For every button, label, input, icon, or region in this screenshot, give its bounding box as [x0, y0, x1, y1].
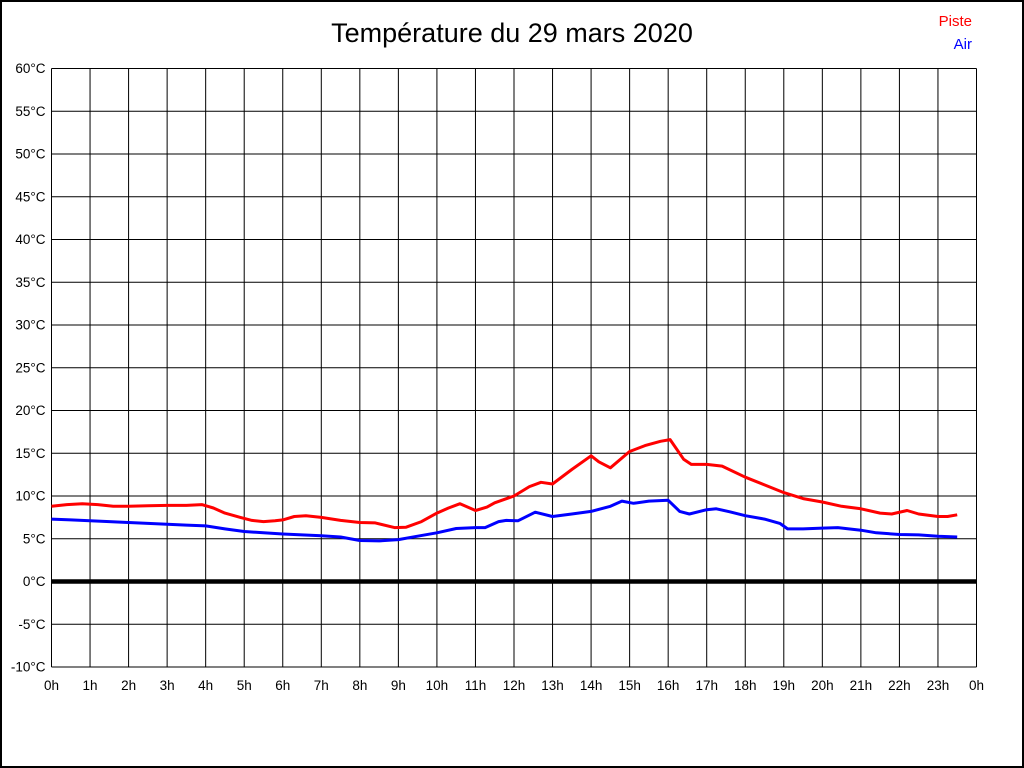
- x-tick-label: 2h: [121, 678, 136, 693]
- y-tick-label: -10°C: [11, 660, 46, 675]
- x-tick-label: 13h: [541, 678, 564, 693]
- x-tick-label: 18h: [734, 678, 757, 693]
- x-tick-label: 15h: [618, 678, 641, 693]
- x-tick-label: 1h: [83, 678, 98, 693]
- x-tick-label: 8h: [352, 678, 367, 693]
- x-tick-label: 0h: [44, 678, 59, 693]
- legend: Piste Air: [939, 10, 972, 56]
- y-tick-label: 40°C: [15, 232, 45, 247]
- x-tick-label: 11h: [465, 678, 487, 693]
- y-tick-label: 10°C: [15, 489, 45, 504]
- y-tick-label: 60°C: [15, 61, 45, 76]
- series-line-piste: [51, 438, 958, 530]
- y-tick-label: 15°C: [15, 446, 45, 461]
- y-tick-label: 0°C: [23, 574, 46, 589]
- x-tick-label: 6h: [275, 678, 290, 693]
- x-tick-label: 9h: [391, 678, 406, 693]
- x-tick-label: 22h: [888, 678, 911, 693]
- x-tick-label: 17h: [695, 678, 718, 693]
- x-tick-label: 14h: [580, 678, 603, 693]
- x-tick-label: 4h: [198, 678, 213, 693]
- x-tick-label: 21h: [850, 678, 873, 693]
- x-tick-label: 7h: [314, 678, 329, 693]
- x-tick-label: 10h: [426, 678, 449, 693]
- x-tick-label: 23h: [927, 678, 950, 693]
- legend-item-piste: Piste: [938, 13, 972, 30]
- x-tick-label: 0h: [969, 678, 984, 693]
- y-tick-label: 35°C: [15, 275, 45, 290]
- x-tick-label: 5h: [237, 678, 252, 693]
- x-tick-label: 12h: [503, 678, 526, 693]
- y-tick-label: 5°C: [23, 531, 46, 546]
- y-tick-label: 25°C: [15, 360, 45, 375]
- chart-title: Température du 29 mars 2020: [331, 18, 693, 48]
- x-tick-label: 19h: [773, 678, 796, 693]
- x-tick-label: 20h: [811, 678, 834, 693]
- y-tick-label: 20°C: [15, 403, 45, 418]
- legend-item-air: Air: [953, 36, 972, 53]
- y-tick-label: 45°C: [15, 189, 45, 204]
- y-tick-label: 55°C: [15, 104, 45, 119]
- x-tick-label: 3h: [160, 678, 175, 693]
- y-tick-label: -5°C: [18, 617, 45, 632]
- series-line-air: [51, 498, 958, 543]
- x-tick-label: 16h: [657, 678, 680, 693]
- y-tick-label: 50°C: [15, 147, 45, 162]
- y-tick-label: 30°C: [15, 318, 45, 333]
